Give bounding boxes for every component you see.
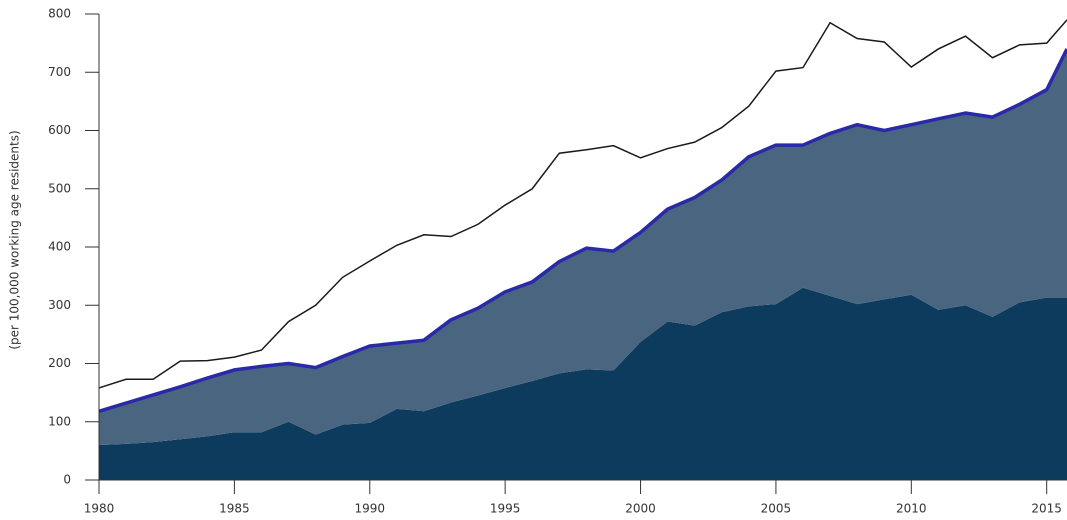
- x-tick-label: 2015: [1031, 502, 1062, 516]
- x-tick-label: 2000: [625, 502, 656, 516]
- y-tick-label: 400: [48, 240, 71, 254]
- y-tick-label: 700: [48, 65, 71, 79]
- x-tick-label: 1995: [490, 502, 521, 516]
- y-tick-label: 100: [48, 414, 71, 428]
- y-tick-label: 800: [48, 7, 71, 21]
- y-tick-label: 0: [63, 473, 71, 487]
- x-tick-label: 2010: [896, 502, 927, 516]
- x-tick-label: 1990: [354, 502, 385, 516]
- stack-top-line: [98, 48, 1067, 413]
- y-axis-label: (per 100,000 working age residents): [8, 130, 22, 349]
- x-tick-label: 1980: [84, 502, 115, 516]
- y-tick-label: 500: [48, 181, 71, 195]
- line: [98, 19, 1067, 389]
- area: [99, 287, 1067, 480]
- y-tick-label: 300: [48, 298, 71, 312]
- y-tick-label: 600: [48, 123, 71, 137]
- y-tick-label: 200: [48, 356, 71, 370]
- x-tick-label: 2005: [761, 502, 792, 516]
- area: [99, 48, 1067, 446]
- x-tick-label: 1985: [219, 502, 250, 516]
